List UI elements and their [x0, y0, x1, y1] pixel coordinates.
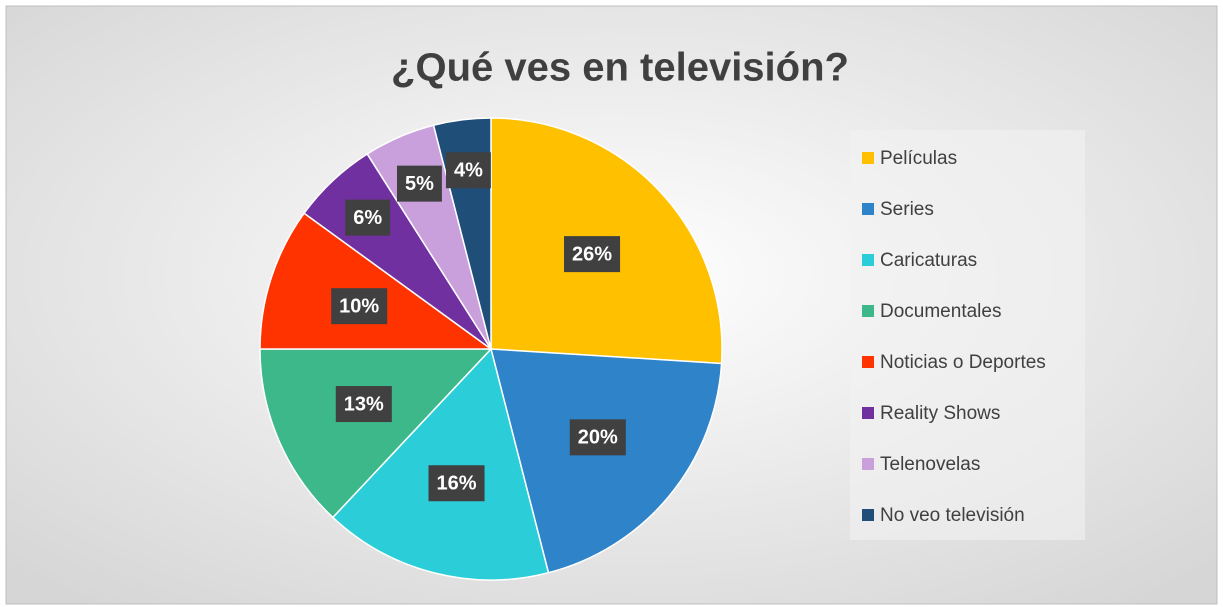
- data-label: 4%: [454, 160, 483, 182]
- legend-swatch: [862, 152, 874, 164]
- legend-label: Caricaturas: [880, 250, 977, 271]
- legend-label: No veo televisión: [880, 505, 1025, 526]
- data-label: 20%: [578, 427, 618, 449]
- data-label-box: [335, 386, 392, 423]
- data-label-box: [428, 465, 485, 502]
- data-label-box: [396, 165, 442, 202]
- data-label-box: [331, 288, 388, 325]
- legend-swatch: [862, 356, 874, 368]
- chart-title: ¿Qué ves en televisión?: [391, 46, 849, 90]
- pie-slice: [259, 212, 494, 350]
- legend-label: Documentales: [880, 301, 1001, 322]
- legend-label: Noticias o Deportes: [880, 352, 1046, 373]
- data-label: 5%: [405, 173, 434, 195]
- legend-label: Películas: [880, 148, 957, 169]
- legend-box: [850, 130, 1085, 540]
- data-label: 10%: [339, 295, 379, 317]
- legend-label: Telenovelas: [880, 454, 980, 475]
- data-label: 13%: [344, 393, 384, 415]
- legend-swatch: [862, 254, 874, 266]
- pie-slice: [331, 347, 550, 581]
- pie-slice: [490, 348, 723, 574]
- data-label: 16%: [437, 473, 477, 495]
- legend-label: Series: [880, 199, 934, 220]
- data-label-box: [445, 152, 491, 189]
- legend-swatch: [862, 407, 874, 419]
- data-label: 26%: [572, 243, 612, 265]
- legend-label: Reality Shows: [880, 403, 1000, 424]
- data-label: 6%: [353, 207, 382, 229]
- legend-swatch: [862, 458, 874, 470]
- legend-swatch: [862, 305, 874, 317]
- data-label-box: [564, 236, 621, 273]
- data-label-box: [345, 199, 391, 236]
- data-label-box: [569, 419, 626, 456]
- pie-slice: [259, 348, 493, 519]
- legend-swatch: [862, 203, 874, 215]
- legend-swatch: [862, 509, 874, 521]
